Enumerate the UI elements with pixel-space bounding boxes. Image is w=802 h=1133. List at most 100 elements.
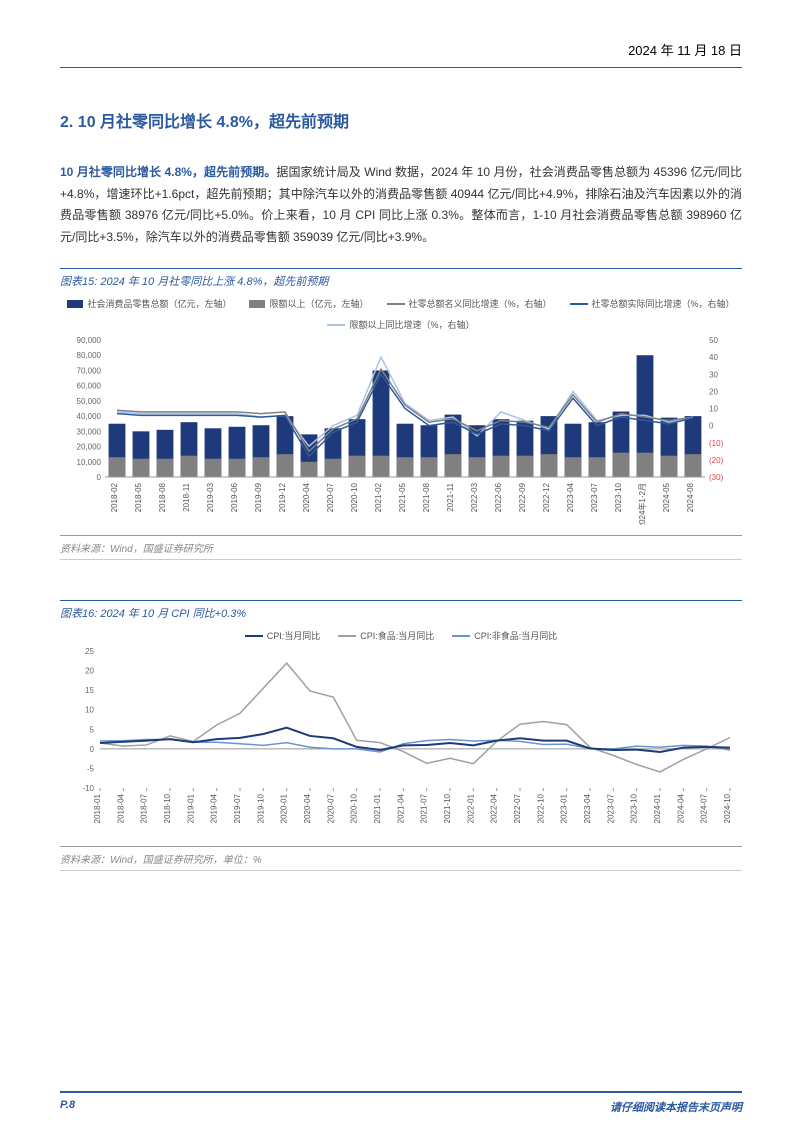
footer-disclaimer: 请仔细阅读本报告末页声明 [610,1099,742,1115]
svg-text:2021-08: 2021-08 [422,483,431,513]
svg-text:2018-08: 2018-08 [158,483,167,513]
svg-text:2021-07: 2021-07 [420,794,429,824]
legend-label: 限额以上（亿元，左轴） [269,297,368,310]
svg-text:2023-07: 2023-07 [590,483,599,513]
page-number: P.8 [60,1099,75,1115]
chart15-container: 图表15: 2024 年 10 月社零同比上涨 4.8%，超先前预期 社会消费品… [60,268,742,536]
svg-text:2020-10: 2020-10 [350,483,359,513]
svg-text:0: 0 [97,473,102,482]
svg-text:2019-06: 2019-06 [230,483,239,513]
svg-text:-5: -5 [87,765,95,774]
svg-text:70,000: 70,000 [77,367,102,376]
svg-text:2021-04: 2021-04 [396,794,405,824]
svg-text:2023-04: 2023-04 [566,483,575,513]
legend-item: 社会消费品零售总额（亿元，左轴） [67,297,231,310]
svg-text:2020-07: 2020-07 [326,483,335,513]
svg-text:0: 0 [709,422,714,431]
svg-text:2018-01: 2018-01 [93,794,102,824]
svg-text:2021-05: 2021-05 [398,483,407,513]
svg-text:2023-04: 2023-04 [583,794,592,824]
svg-text:2022-12: 2022-12 [542,483,551,513]
svg-text:2019-04: 2019-04 [210,794,219,824]
body-paragraph: 10 月社零同比增长 4.8%，超先前预期。据国家统计局及 Wind 数据，20… [60,162,742,248]
svg-text:2023-01: 2023-01 [560,794,569,824]
svg-text:2018-10: 2018-10 [163,794,172,824]
legend-item: 社零总额实际同比增速（%，右轴） [570,297,735,310]
svg-text:80,000: 80,000 [77,352,102,361]
svg-text:2020-01: 2020-01 [280,794,289,824]
svg-text:2021-11: 2021-11 [446,483,455,512]
header-date: 2024 年 11 月 18 日 [60,40,742,68]
svg-text:2021-02: 2021-02 [374,483,383,513]
svg-text:(10): (10) [709,439,724,448]
svg-text:50,000: 50,000 [77,397,102,406]
svg-text:2022-07: 2022-07 [513,794,522,824]
chart15-title: 图表15: 2024 年 10 月社零同比上涨 4.8%，超先前预期 [60,273,742,289]
legend-label: 社会消费品零售总额（亿元，左轴） [87,297,231,310]
legend-item: 社零总额名义同比增速（%，右轴） [387,297,552,310]
chart15-svg: 010,00020,00030,00040,00050,00060,00070,… [60,335,740,525]
svg-text:2018-02: 2018-02 [110,483,119,513]
legend-label: CPI:非食品:当月同比 [474,629,557,642]
svg-text:2022-03: 2022-03 [470,483,479,513]
svg-text:0: 0 [90,745,95,754]
svg-text:2021-01: 2021-01 [373,794,382,824]
svg-text:2019-10: 2019-10 [256,794,265,824]
svg-text:2024-07: 2024-07 [700,794,709,824]
svg-text:20: 20 [85,667,94,676]
legend-item: CPI:当月同比 [245,629,321,642]
svg-text:60,000: 60,000 [77,382,102,391]
paragraph-lead: 10 月社零同比增长 4.8%，超先前预期。 [60,165,276,179]
svg-text:-10: -10 [82,784,94,793]
chart16-area: -10-505101520252018-012018-042018-072018… [60,646,742,836]
legend-item: 限额以上同比增速（%，右轴） [327,318,474,331]
svg-text:(20): (20) [709,456,724,465]
svg-text:50: 50 [709,336,718,345]
chart16-legend: CPI:当月同比 CPI:食品:当月同比 CPI:非食品:当月同比 [60,629,742,642]
svg-text:25: 25 [85,647,94,656]
svg-text:2023-07: 2023-07 [606,794,615,824]
chart15-source: 资料来源：Wind，国盛证券研究所 [60,540,742,560]
svg-text:2024-05: 2024-05 [662,483,671,513]
svg-text:2019-01: 2019-01 [186,794,195,824]
svg-text:2018-11: 2018-11 [182,483,191,512]
svg-text:2024-08: 2024-08 [686,483,695,513]
legend-label: 社零总额名义同比增速（%，右轴） [409,297,552,310]
chart16-source: 资料来源：Wind，国盛证券研究所，单位：% [60,851,742,871]
svg-text:2020-04: 2020-04 [302,483,311,513]
svg-text:2018-04: 2018-04 [116,794,125,824]
legend-swatch [338,635,356,637]
legend-swatch [327,324,345,326]
chart16-svg: -10-505101520252018-012018-042018-072018… [60,646,740,836]
svg-text:2022-06: 2022-06 [494,483,503,513]
legend-label: CPI:当月同比 [267,629,321,642]
svg-text:30,000: 30,000 [77,428,102,437]
svg-text:40: 40 [709,354,718,363]
svg-text:10,000: 10,000 [77,458,102,467]
legend-swatch [67,300,83,308]
svg-text:(30): (30) [709,473,724,482]
svg-text:5: 5 [90,726,95,735]
svg-text:2024-01: 2024-01 [653,794,662,824]
svg-text:30: 30 [709,371,718,380]
legend-item: CPI:非食品:当月同比 [452,629,557,642]
legend-label: 社零总额实际同比增速（%，右轴） [592,297,735,310]
svg-text:2023-10: 2023-10 [630,794,639,824]
legend-label: CPI:食品:当月同比 [360,629,434,642]
svg-text:2018-07: 2018-07 [140,794,149,824]
svg-text:2024年1-2月: 2024年1-2月 [637,483,647,525]
legend-swatch [452,635,470,637]
chart15-legend: 社会消费品零售总额（亿元，左轴） 限额以上（亿元，左轴） 社零总额名义同比增速（%，… [60,297,742,331]
svg-text:40,000: 40,000 [77,412,102,421]
svg-text:2023-10: 2023-10 [614,483,623,513]
legend-swatch [245,635,263,637]
svg-text:90,000: 90,000 [77,336,102,345]
svg-text:2024-04: 2024-04 [676,794,685,824]
footer: P.8 请仔细阅读本报告末页声明 [60,1091,742,1115]
chart16-container: 图表16: 2024 年 10 月 CPI 同比+0.3% CPI:当月同比CP… [60,600,742,847]
svg-text:2020-04: 2020-04 [303,794,312,824]
svg-text:2019-09: 2019-09 [254,483,263,513]
chart16-title: 图表16: 2024 年 10 月 CPI 同比+0.3% [60,605,742,621]
legend-item: 限额以上（亿元，左轴） [249,297,368,310]
svg-text:10: 10 [85,706,94,715]
